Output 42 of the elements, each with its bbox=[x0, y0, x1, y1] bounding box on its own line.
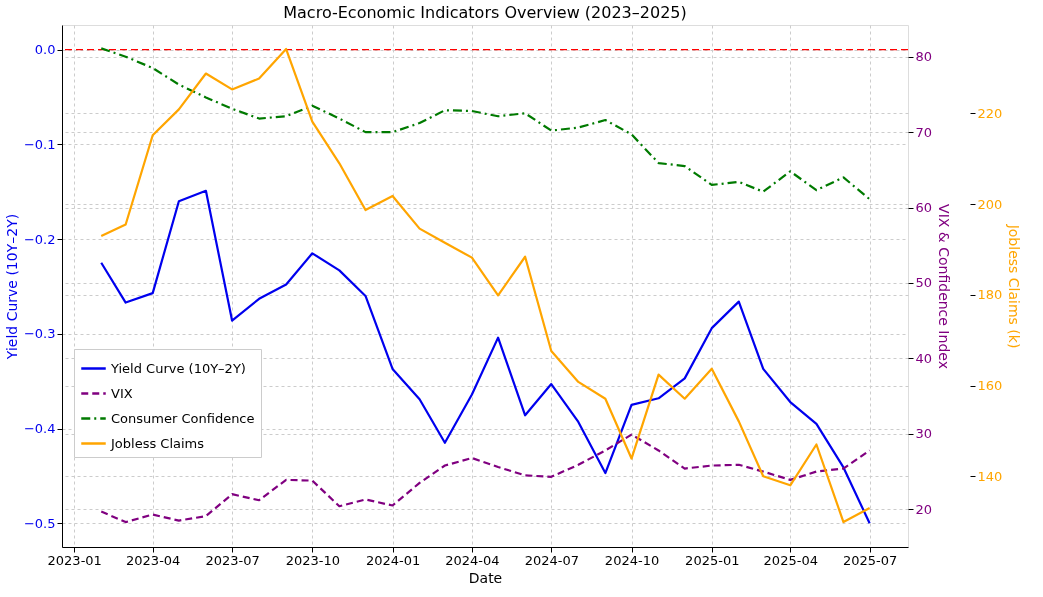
y-tick-label: −0.4 bbox=[23, 421, 56, 437]
legend-label: Consumer Confidence bbox=[111, 410, 255, 426]
x-tick-label: 2024-04 bbox=[445, 552, 500, 568]
x-tick-label: 2025-04 bbox=[763, 552, 818, 568]
y2-tick-label: 60 bbox=[915, 200, 933, 216]
line-series bbox=[100, 47, 871, 201]
x-tick-label: 2024-01 bbox=[365, 552, 421, 568]
legend-label: VIX bbox=[111, 385, 133, 401]
y3-tick-label: 200 bbox=[977, 196, 1003, 212]
y-tick-label: −0.3 bbox=[23, 326, 56, 342]
y3-tick-label: 180 bbox=[977, 287, 1003, 303]
x-axis-title: Date bbox=[468, 569, 503, 586]
y-tick-label: −0.1 bbox=[23, 136, 56, 152]
x-tick-label: 2023-07 bbox=[205, 552, 260, 568]
y2-tick-label: 40 bbox=[915, 350, 933, 366]
y-tick-label: −0.5 bbox=[23, 515, 56, 531]
line-series bbox=[100, 433, 871, 524]
y3-tick-label: 140 bbox=[977, 468, 1003, 484]
x-tick-label: 2025-01 bbox=[685, 552, 740, 568]
y2-tick-label: 80 bbox=[915, 49, 933, 65]
y-tick-label: −0.2 bbox=[23, 231, 56, 247]
x-tick-label: 2023-04 bbox=[126, 552, 181, 568]
x-tick-label: 2024-07 bbox=[524, 552, 579, 568]
y2-tick-label: 30 bbox=[915, 426, 933, 442]
x-tick-label: 2023-10 bbox=[285, 552, 340, 568]
y2-tick-label: 50 bbox=[915, 275, 933, 291]
y-axis-title: Yield Curve (10Y–2Y) bbox=[3, 213, 20, 361]
x-tick-label: 2024-10 bbox=[604, 552, 660, 568]
chart-title: Macro-Economic Indicators Overview (2023–2025) bbox=[283, 3, 687, 22]
line-series bbox=[100, 189, 871, 525]
y3-tick-label: 220 bbox=[977, 105, 1003, 121]
y3-tick-label: 160 bbox=[977, 378, 1003, 394]
line-series bbox=[100, 47, 871, 524]
legend-label: Yield Curve (10Y–2Y) bbox=[110, 360, 246, 376]
x-tick-label: 2023-01 bbox=[47, 552, 102, 568]
y-tick-label: 0.0 bbox=[34, 42, 56, 58]
y3-axis-title: Jobless Claims (k) bbox=[1006, 223, 1023, 349]
y2-tick-label: 70 bbox=[915, 124, 933, 140]
legend-label: Jobless Claims bbox=[110, 435, 205, 451]
y2-axis-title: VIX & Confidence Index bbox=[936, 204, 953, 369]
x-tick-label: 2025-07 bbox=[842, 552, 898, 568]
y2-tick-label: 20 bbox=[915, 501, 933, 517]
